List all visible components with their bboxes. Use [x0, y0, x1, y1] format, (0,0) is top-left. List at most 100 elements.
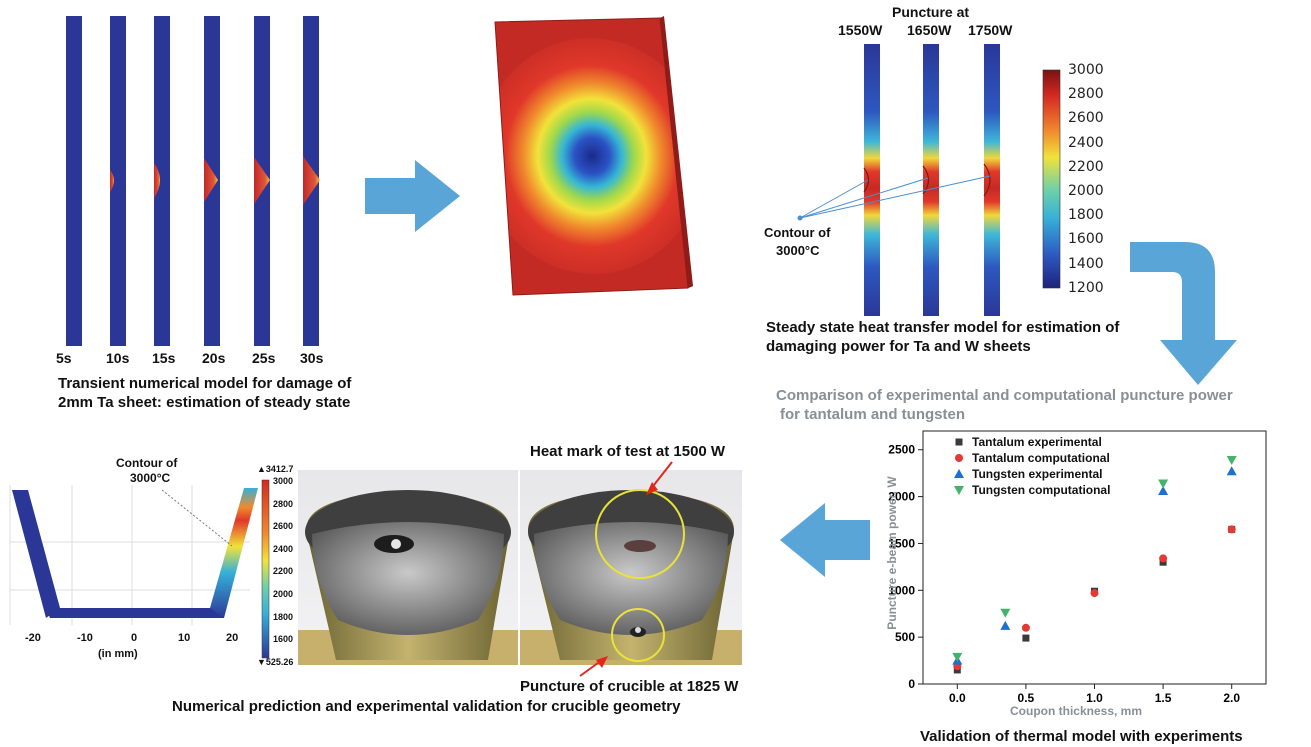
steady-caption-line1: Steady state heat transfer model for est…	[766, 319, 1120, 336]
legend-marker-shape	[955, 438, 963, 446]
transient-caption-line2: 2mm Ta sheet: estimation of steady state	[58, 394, 351, 411]
data-point-triangle-down	[1000, 608, 1011, 618]
damage-front-20s	[204, 158, 218, 202]
sheet-15s	[154, 16, 170, 346]
damage-front-10s	[110, 170, 114, 192]
legend-marker	[954, 469, 964, 478]
y-tick-label: 500	[895, 630, 915, 644]
time-label-30s: 30s	[300, 350, 324, 366]
cb-tick-2600: 2600	[1068, 110, 1104, 127]
data-point-circle	[1021, 623, 1030, 632]
crucible-xtick-m20: -20	[25, 632, 41, 644]
time-label-10s: 10s	[106, 350, 130, 366]
data-point-circle	[1090, 589, 1099, 598]
cb2-tick-2600: 2600	[273, 521, 294, 532]
curved-down-arrow-icon	[1130, 242, 1237, 385]
crucible-contour-label-line2: 3000°C	[130, 471, 171, 485]
legend-marker	[955, 438, 963, 446]
puncture-circle	[611, 608, 665, 662]
validation-chart-panel: 0.0 0.5 1.0 1.5 2.0 0 500 1000 1500 2000 2500 Tant…	[860, 428, 1280, 720]
cb-tick-2400: 2400	[1068, 134, 1104, 151]
cb-tick-3000: 3000	[1068, 62, 1104, 78]
crucible-caption: Numerical prediction and experimental va…	[172, 698, 681, 715]
cb2-tick-2000: 2000	[273, 588, 294, 599]
data-point-square	[1022, 634, 1030, 642]
legend-marker-shape	[954, 469, 964, 478]
y-tick-label: 0	[908, 677, 915, 691]
slab-3d-graphic	[494, 16, 693, 296]
validation-scatter-chart: 0.0 0.5 1.0 1.5 2.0 0 500 1000 1500 2000 2500	[888, 430, 1267, 705]
cb-tick-2200: 2200	[1068, 158, 1104, 175]
slab-3d-panel	[480, 10, 710, 310]
data-point-triangle-up	[1158, 485, 1169, 495]
cb2-tick-2200: 2200	[273, 566, 294, 577]
colorbar-ticks: 3000 2800 2600 2400 2200 2000 1800 1600 …	[1068, 62, 1128, 304]
crucible-grid	[9, 485, 250, 625]
x-tick-label: 0.0	[949, 691, 966, 705]
cb-tick-1600: 1600	[1068, 231, 1104, 248]
colorbar	[1042, 69, 1061, 289]
crucible-photo-left	[298, 470, 518, 665]
legend-label: Tantalum computational	[972, 451, 1110, 465]
crucible-colorbar-min: ▼525.26	[257, 657, 294, 667]
cb-tick-1800: 1800	[1068, 207, 1104, 224]
crucible-bottom	[46, 608, 224, 618]
crucible-right-wall	[210, 488, 258, 618]
plot-frame	[922, 430, 1267, 685]
right-arrow-icon	[365, 160, 460, 232]
sheet-5s	[66, 16, 82, 346]
crucible-xtick-m10: -10	[77, 632, 93, 644]
legend-item: Tungsten computational	[952, 482, 1110, 498]
x-tick-label: 1.5	[1155, 691, 1172, 705]
crucible-colorbar-max: ▲3412.7	[257, 464, 294, 474]
transient-caption-line1: Transient numerical model for damage of	[58, 375, 352, 392]
legend-label: Tantalum experimental	[972, 435, 1102, 449]
x-tick-label: 2.0	[1223, 691, 1240, 705]
cb2-tick-1600: 1600	[273, 634, 294, 645]
transient-sheets-graphic	[66, 16, 320, 346]
validation-caption: Validation of thermal model with experim…	[920, 728, 1243, 745]
cb-tick-2000: 2000	[1068, 182, 1104, 199]
contour-pointer	[161, 489, 233, 547]
x-tick-label: 0.5	[1018, 691, 1035, 705]
stripe-1650w	[923, 44, 939, 316]
data-point-triangle-up	[1000, 620, 1011, 630]
comparison-header-line1: Comparison of experimental and computati…	[776, 387, 1233, 404]
power-label-1550: 1550W	[838, 22, 883, 38]
data-point-triangle-down	[1158, 479, 1169, 489]
crucible-colorbar	[261, 479, 270, 659]
legend-item: Tantalum experimental	[952, 434, 1110, 450]
time-label-15s: 15s	[152, 350, 176, 366]
damage-front-30s	[303, 156, 320, 205]
legend-marker	[955, 454, 963, 462]
cb-tick-2800: 2800	[1068, 86, 1104, 103]
cb-tick-1200: 1200	[1068, 279, 1104, 296]
chart-x-label: Coupon thickness, mm	[1010, 704, 1143, 718]
contour-label-line2: 3000°C	[776, 243, 820, 258]
contour-pointer-lines	[799, 175, 991, 219]
cb2-tick-3000: 3000	[273, 476, 294, 486]
y-tick-label: 2500	[888, 443, 915, 457]
crucible-xtick-0: 0	[131, 632, 138, 644]
slab-side-face	[660, 16, 693, 288]
power-label-1650: 1650W	[907, 22, 952, 38]
cb2-tick-2400: 2400	[273, 543, 294, 554]
stripe-1550w	[864, 44, 880, 316]
sheet-10s	[110, 16, 126, 346]
legend-marker	[954, 486, 964, 495]
crucible-cross-section	[9, 479, 270, 659]
cb2-tick-2800: 2800	[273, 498, 294, 509]
damage-front-25s	[254, 157, 270, 204]
steady-state-panel: Puncture at 1550W 1650W 1750W	[740, 0, 1140, 370]
hot-spot	[495, 38, 688, 274]
crucible-x-unit: (in mm)	[98, 648, 138, 660]
left-arrow-icon	[780, 503, 870, 577]
y-tick-label: 1000	[888, 583, 915, 597]
comparison-header-line2: for tantalum and tungsten	[780, 406, 965, 423]
chart-legend: Tantalum experimental Tantalum computatio…	[952, 434, 1110, 498]
data-point-circle	[1159, 554, 1168, 563]
puncture-label: Puncture of crucible at 1825 W	[520, 678, 739, 695]
crucible-simulation-panel: Contour of 3000°C ▲3412.7 3000 2800 2600…	[0, 450, 300, 680]
